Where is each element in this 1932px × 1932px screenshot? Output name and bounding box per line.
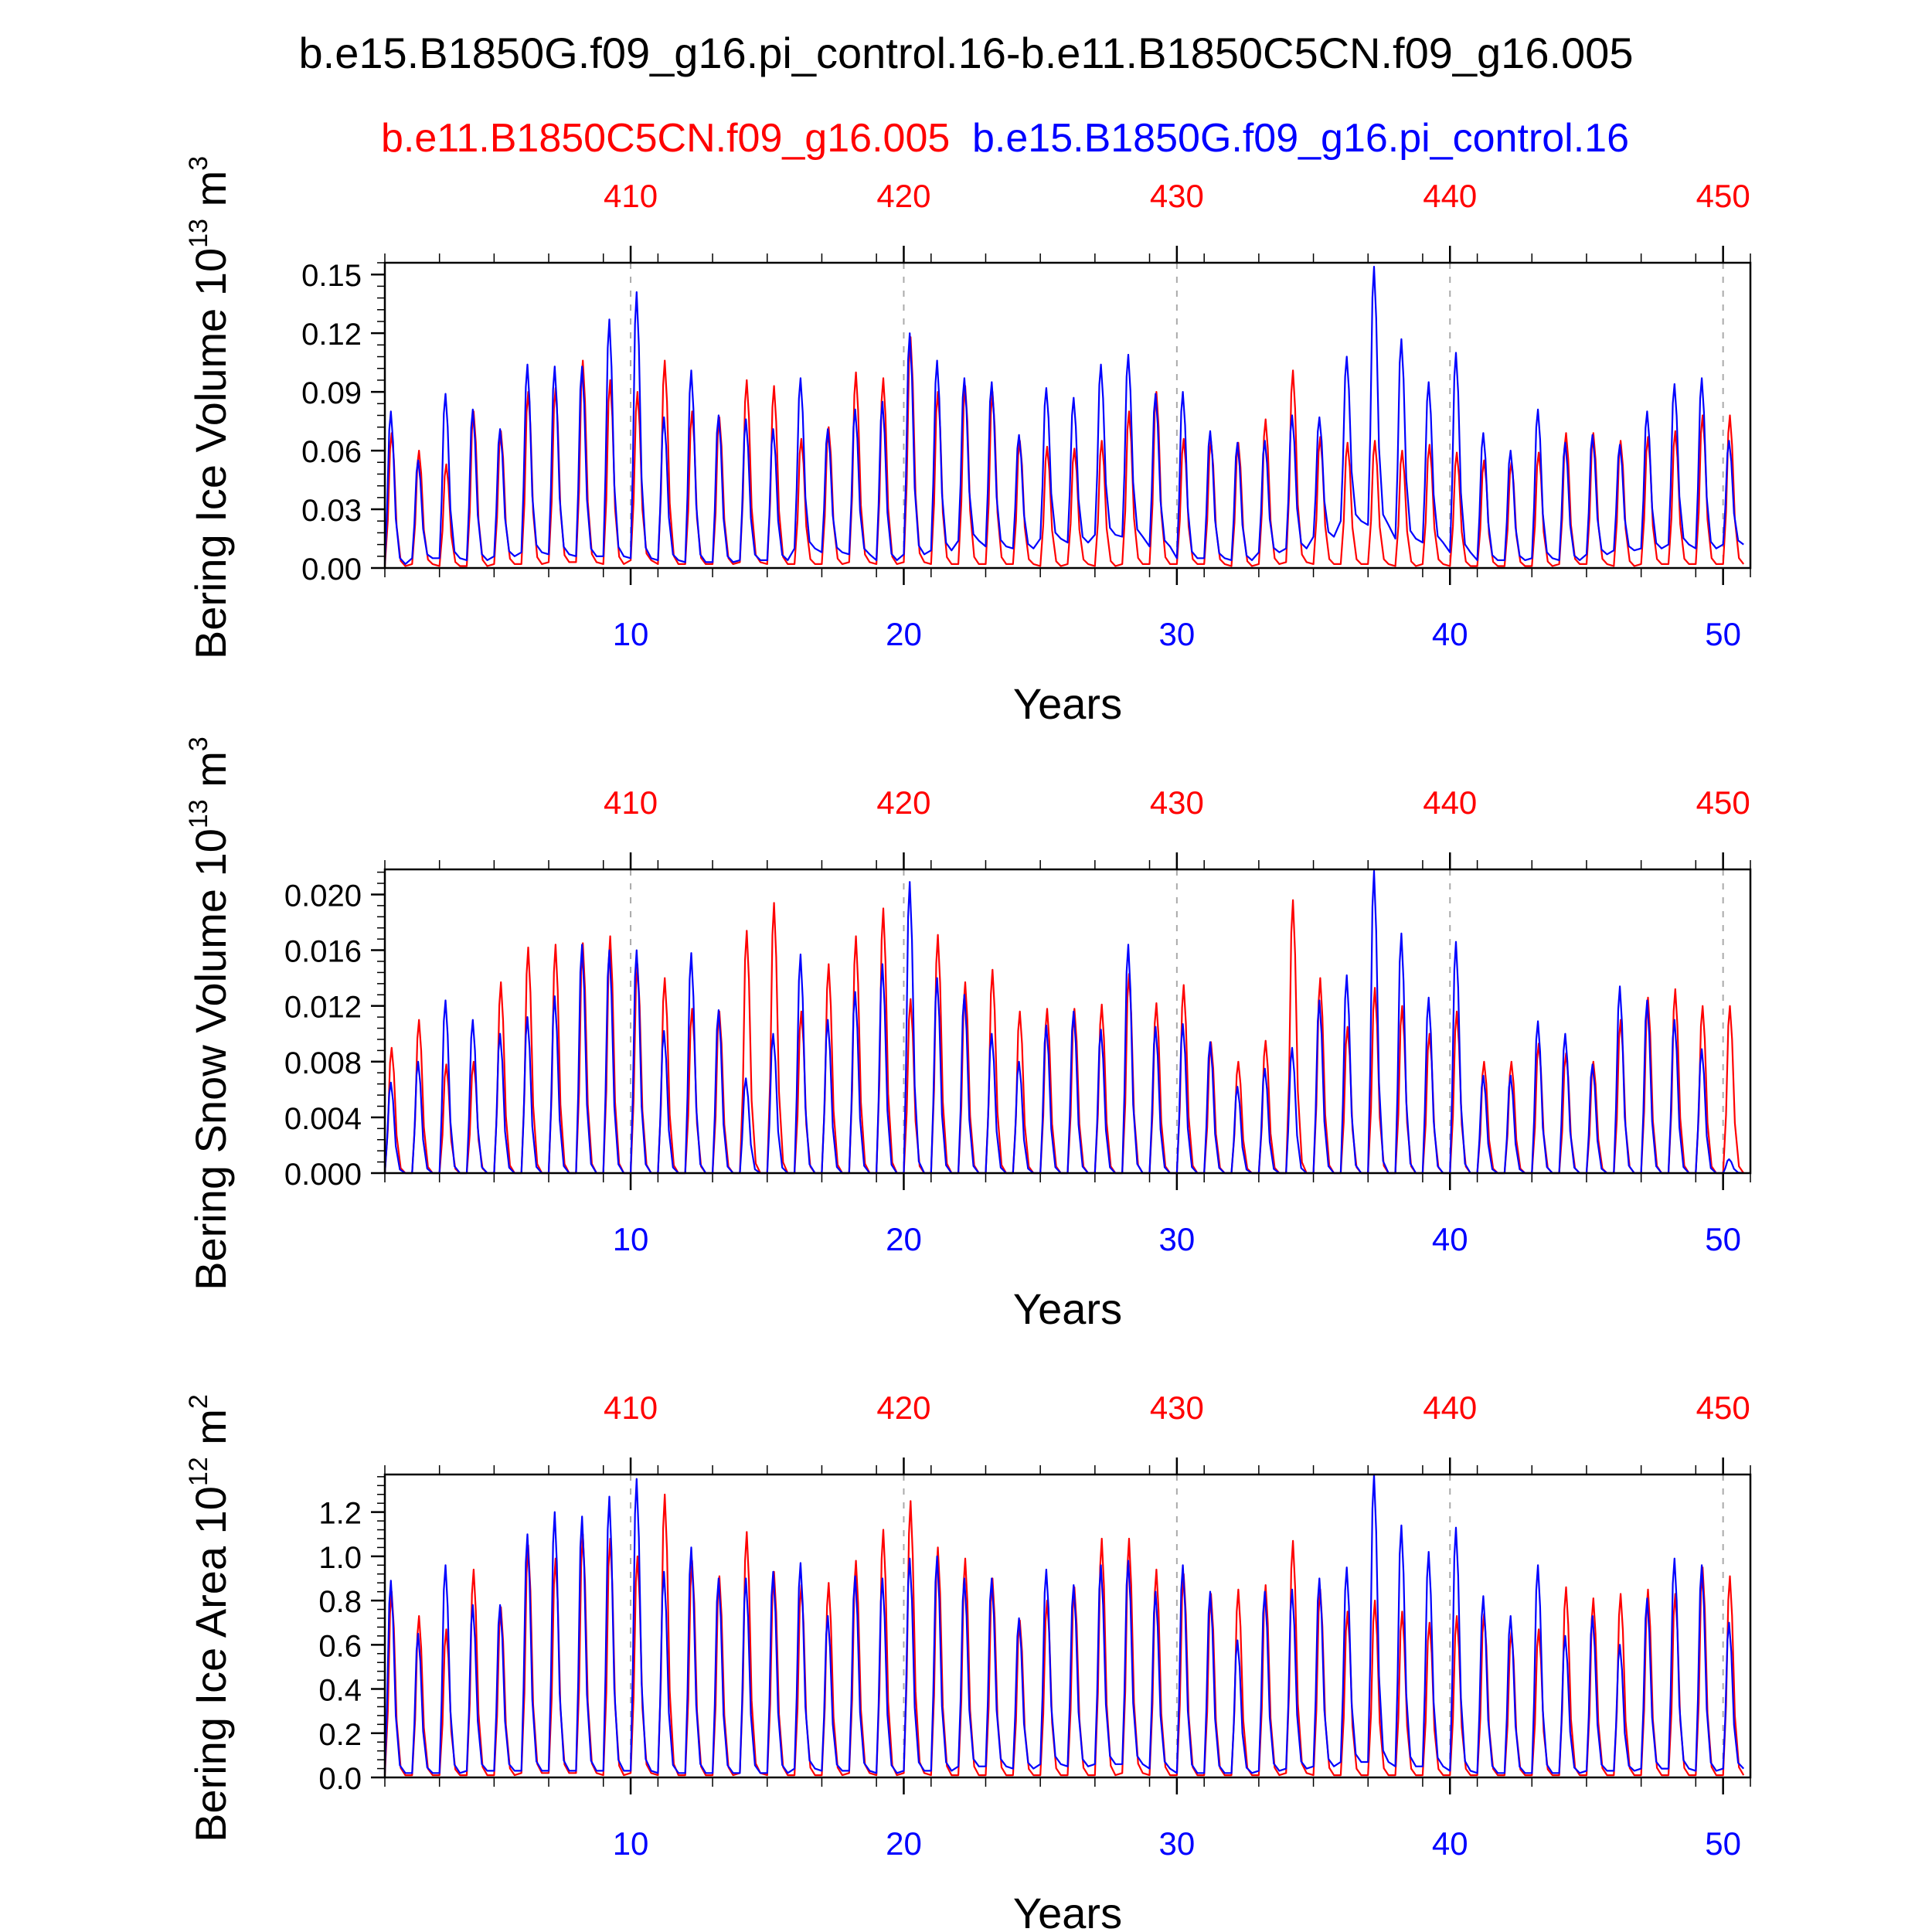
x-tick-label-top: 410 xyxy=(604,784,658,821)
y-axis-title-part: Bering Ice Volume xyxy=(186,296,235,659)
series-line-blue xyxy=(383,1473,1745,1774)
x-tick-label-bottom: 10 xyxy=(613,1825,649,1862)
y-tick-label: 1.2 xyxy=(318,1497,362,1531)
y-tick-label: 0.03 xyxy=(301,494,362,528)
y-axis-title-part: m xyxy=(186,751,235,799)
plot-frame xyxy=(383,868,1752,1175)
y-axis-title-part: Bering Ice Area xyxy=(186,1534,235,1842)
x-tick-label-bottom: 50 xyxy=(1705,1221,1741,1257)
y-tick-label: 0.15 xyxy=(301,259,362,293)
x-tick-label-bottom: 30 xyxy=(1159,616,1196,652)
y-tick-label: 0.012 xyxy=(284,991,362,1025)
y-axis-title-part: 3 xyxy=(184,736,213,751)
x-tick-label-bottom: 40 xyxy=(1432,1221,1468,1257)
plot-frame xyxy=(383,1473,1752,1779)
chart-panel-3: 0.0 0.2 0.4 0.6 0.8 1.0 1.2 10 410 20 420 30 430 40 44… xyxy=(184,1389,1752,1932)
chart-panel-2: 0.000 0.004 0.008 0.012 0.016 0.020 10 410 20 420… xyxy=(184,736,1752,1333)
x-tick-label-top: 410 xyxy=(604,178,658,214)
x-tick-label-top: 430 xyxy=(1150,784,1204,821)
chart-title: b.e15.B1850G.f09_g16.pi_control.16-b.e11… xyxy=(299,29,1634,77)
x-tick-label-bottom: 50 xyxy=(1705,616,1741,652)
series-line-blue xyxy=(383,266,1744,565)
x-tick-label-top: 430 xyxy=(1150,1389,1204,1426)
x-tick-label-bottom: 30 xyxy=(1159,1221,1196,1257)
x-tick-label-top: 410 xyxy=(604,1389,658,1426)
x-tick-label-top: 450 xyxy=(1696,784,1750,821)
y-tick-label: 0.0 xyxy=(318,1762,362,1796)
y-axis-title-part: 12 xyxy=(184,1457,213,1486)
y-tick-label: 0.8 xyxy=(318,1585,362,1619)
y-tick-label: 0.12 xyxy=(301,318,362,352)
x-axis-title: Years xyxy=(1013,1284,1122,1333)
x-tick-label-top: 450 xyxy=(1696,1389,1750,1426)
y-tick-label: 0.016 xyxy=(284,935,362,969)
x-tick-label-bottom: 40 xyxy=(1432,616,1468,652)
y-axis-title-part: 10 xyxy=(186,1486,235,1534)
series-line-blue xyxy=(383,869,1744,1175)
y-tick-label: 1.0 xyxy=(318,1541,362,1575)
y-axis-title-part: 3 xyxy=(184,156,213,171)
y-axis-title: Bering Ice Volume 1013 m3 xyxy=(184,156,235,659)
x-tick-label-top: 420 xyxy=(876,178,930,214)
y-axis-title-part: m xyxy=(186,1409,235,1457)
x-axis-title: Years xyxy=(1013,1889,1122,1932)
y-axis-title: Bering Snow Volume 1013 m3 xyxy=(184,736,235,1291)
x-tick-label-bottom: 20 xyxy=(886,1825,922,1862)
legend-blue-label: b.e15.B1850G.f09_g16.pi_control.16 xyxy=(972,116,1629,161)
x-axis-title: Years xyxy=(1013,679,1122,728)
y-tick-label: 0.06 xyxy=(301,435,362,469)
y-axis-title-part: 13 xyxy=(184,219,213,248)
y-axis-title-part: 13 xyxy=(184,799,213,828)
y-tick-label: 0.008 xyxy=(284,1046,362,1080)
y-tick-label: 0.4 xyxy=(318,1674,362,1708)
x-tick-label-top: 440 xyxy=(1423,1389,1477,1426)
y-tick-label: 0.09 xyxy=(301,376,362,410)
x-tick-label-bottom: 50 xyxy=(1705,1825,1741,1862)
y-axis-title-part: 2 xyxy=(184,1394,213,1409)
legend-red-label: b.e11.B1850C5CN.f09_g16.005 xyxy=(381,116,950,161)
y-tick-label: 0.020 xyxy=(284,879,362,913)
x-tick-label-bottom: 10 xyxy=(613,1221,649,1257)
x-tick-label-top: 450 xyxy=(1696,178,1750,214)
x-tick-label-bottom: 10 xyxy=(613,616,649,652)
y-axis-title: Bering Ice Area 1012 m2 xyxy=(184,1394,235,1842)
y-tick-label: 0.00 xyxy=(301,553,362,587)
y-tick-label: 0.000 xyxy=(284,1158,362,1192)
x-tick-label-bottom: 20 xyxy=(886,1221,922,1257)
x-tick-label-top: 440 xyxy=(1423,178,1477,214)
x-tick-label-bottom: 40 xyxy=(1432,1825,1468,1862)
x-tick-label-top: 440 xyxy=(1423,784,1477,821)
x-tick-label-top: 430 xyxy=(1150,178,1204,214)
x-tick-label-bottom: 20 xyxy=(886,616,922,652)
x-tick-label-top: 420 xyxy=(876,1389,930,1426)
y-axis-title-part: m xyxy=(186,171,235,219)
x-tick-label-top: 420 xyxy=(876,784,930,821)
x-tick-label-bottom: 30 xyxy=(1159,1825,1196,1862)
chart-panel-1: 0.00 0.03 0.06 0.09 0.12 0.15 10 410 20 420 30 430 4… xyxy=(184,156,1752,728)
y-tick-label: 0.2 xyxy=(318,1718,362,1752)
y-axis-title-part: 10 xyxy=(186,828,235,876)
y-tick-label: 0.6 xyxy=(318,1629,362,1663)
y-axis-title-part: Bering Snow Volume xyxy=(186,876,235,1290)
y-axis-title-part: 10 xyxy=(186,248,235,296)
y-tick-label: 0.004 xyxy=(284,1102,362,1136)
